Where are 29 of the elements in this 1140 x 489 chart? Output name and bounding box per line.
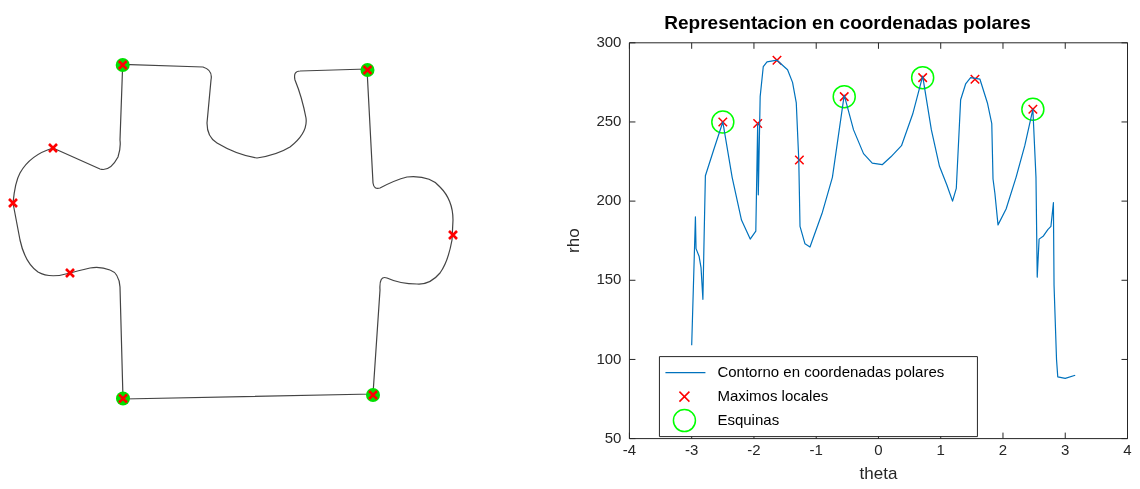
point [832, 84, 856, 109]
point [969, 74, 980, 85]
x-axis-title: theta [859, 464, 898, 484]
legend-label: Contorno en coordenadas polares [717, 362, 945, 380]
chart-title: Representacion en coordenadas polares [664, 11, 1031, 33]
y-tick-label: 250 [596, 112, 622, 130]
point [771, 55, 782, 66]
point [1021, 97, 1045, 122]
x-tick-label: -2 [747, 440, 761, 458]
point [794, 154, 805, 165]
x-tick-label: -3 [685, 440, 699, 458]
x-tick-label: -1 [809, 440, 823, 458]
x-tick-label: 4 [1123, 440, 1132, 458]
legend-label: Esquinas [717, 410, 780, 428]
x-tick-label: 3 [1061, 440, 1070, 458]
y-tick-label: 150 [596, 270, 622, 288]
point [711, 110, 735, 134]
x-tick-label: 0 [874, 440, 883, 458]
legend-label: Maximos locales [717, 386, 829, 404]
y-tick-label: 50 [604, 428, 622, 446]
y-tick-label: 200 [596, 191, 622, 209]
x-tick-label: 1 [936, 440, 945, 458]
x-tick-label: -4 [622, 440, 637, 458]
y-tick-label: 100 [596, 349, 622, 367]
x-tick-label: 2 [998, 440, 1008, 458]
y-axis-title: rho [563, 228, 583, 253]
point [752, 118, 763, 129]
point [910, 65, 935, 90]
y-tick-label: 300 [596, 32, 622, 50]
